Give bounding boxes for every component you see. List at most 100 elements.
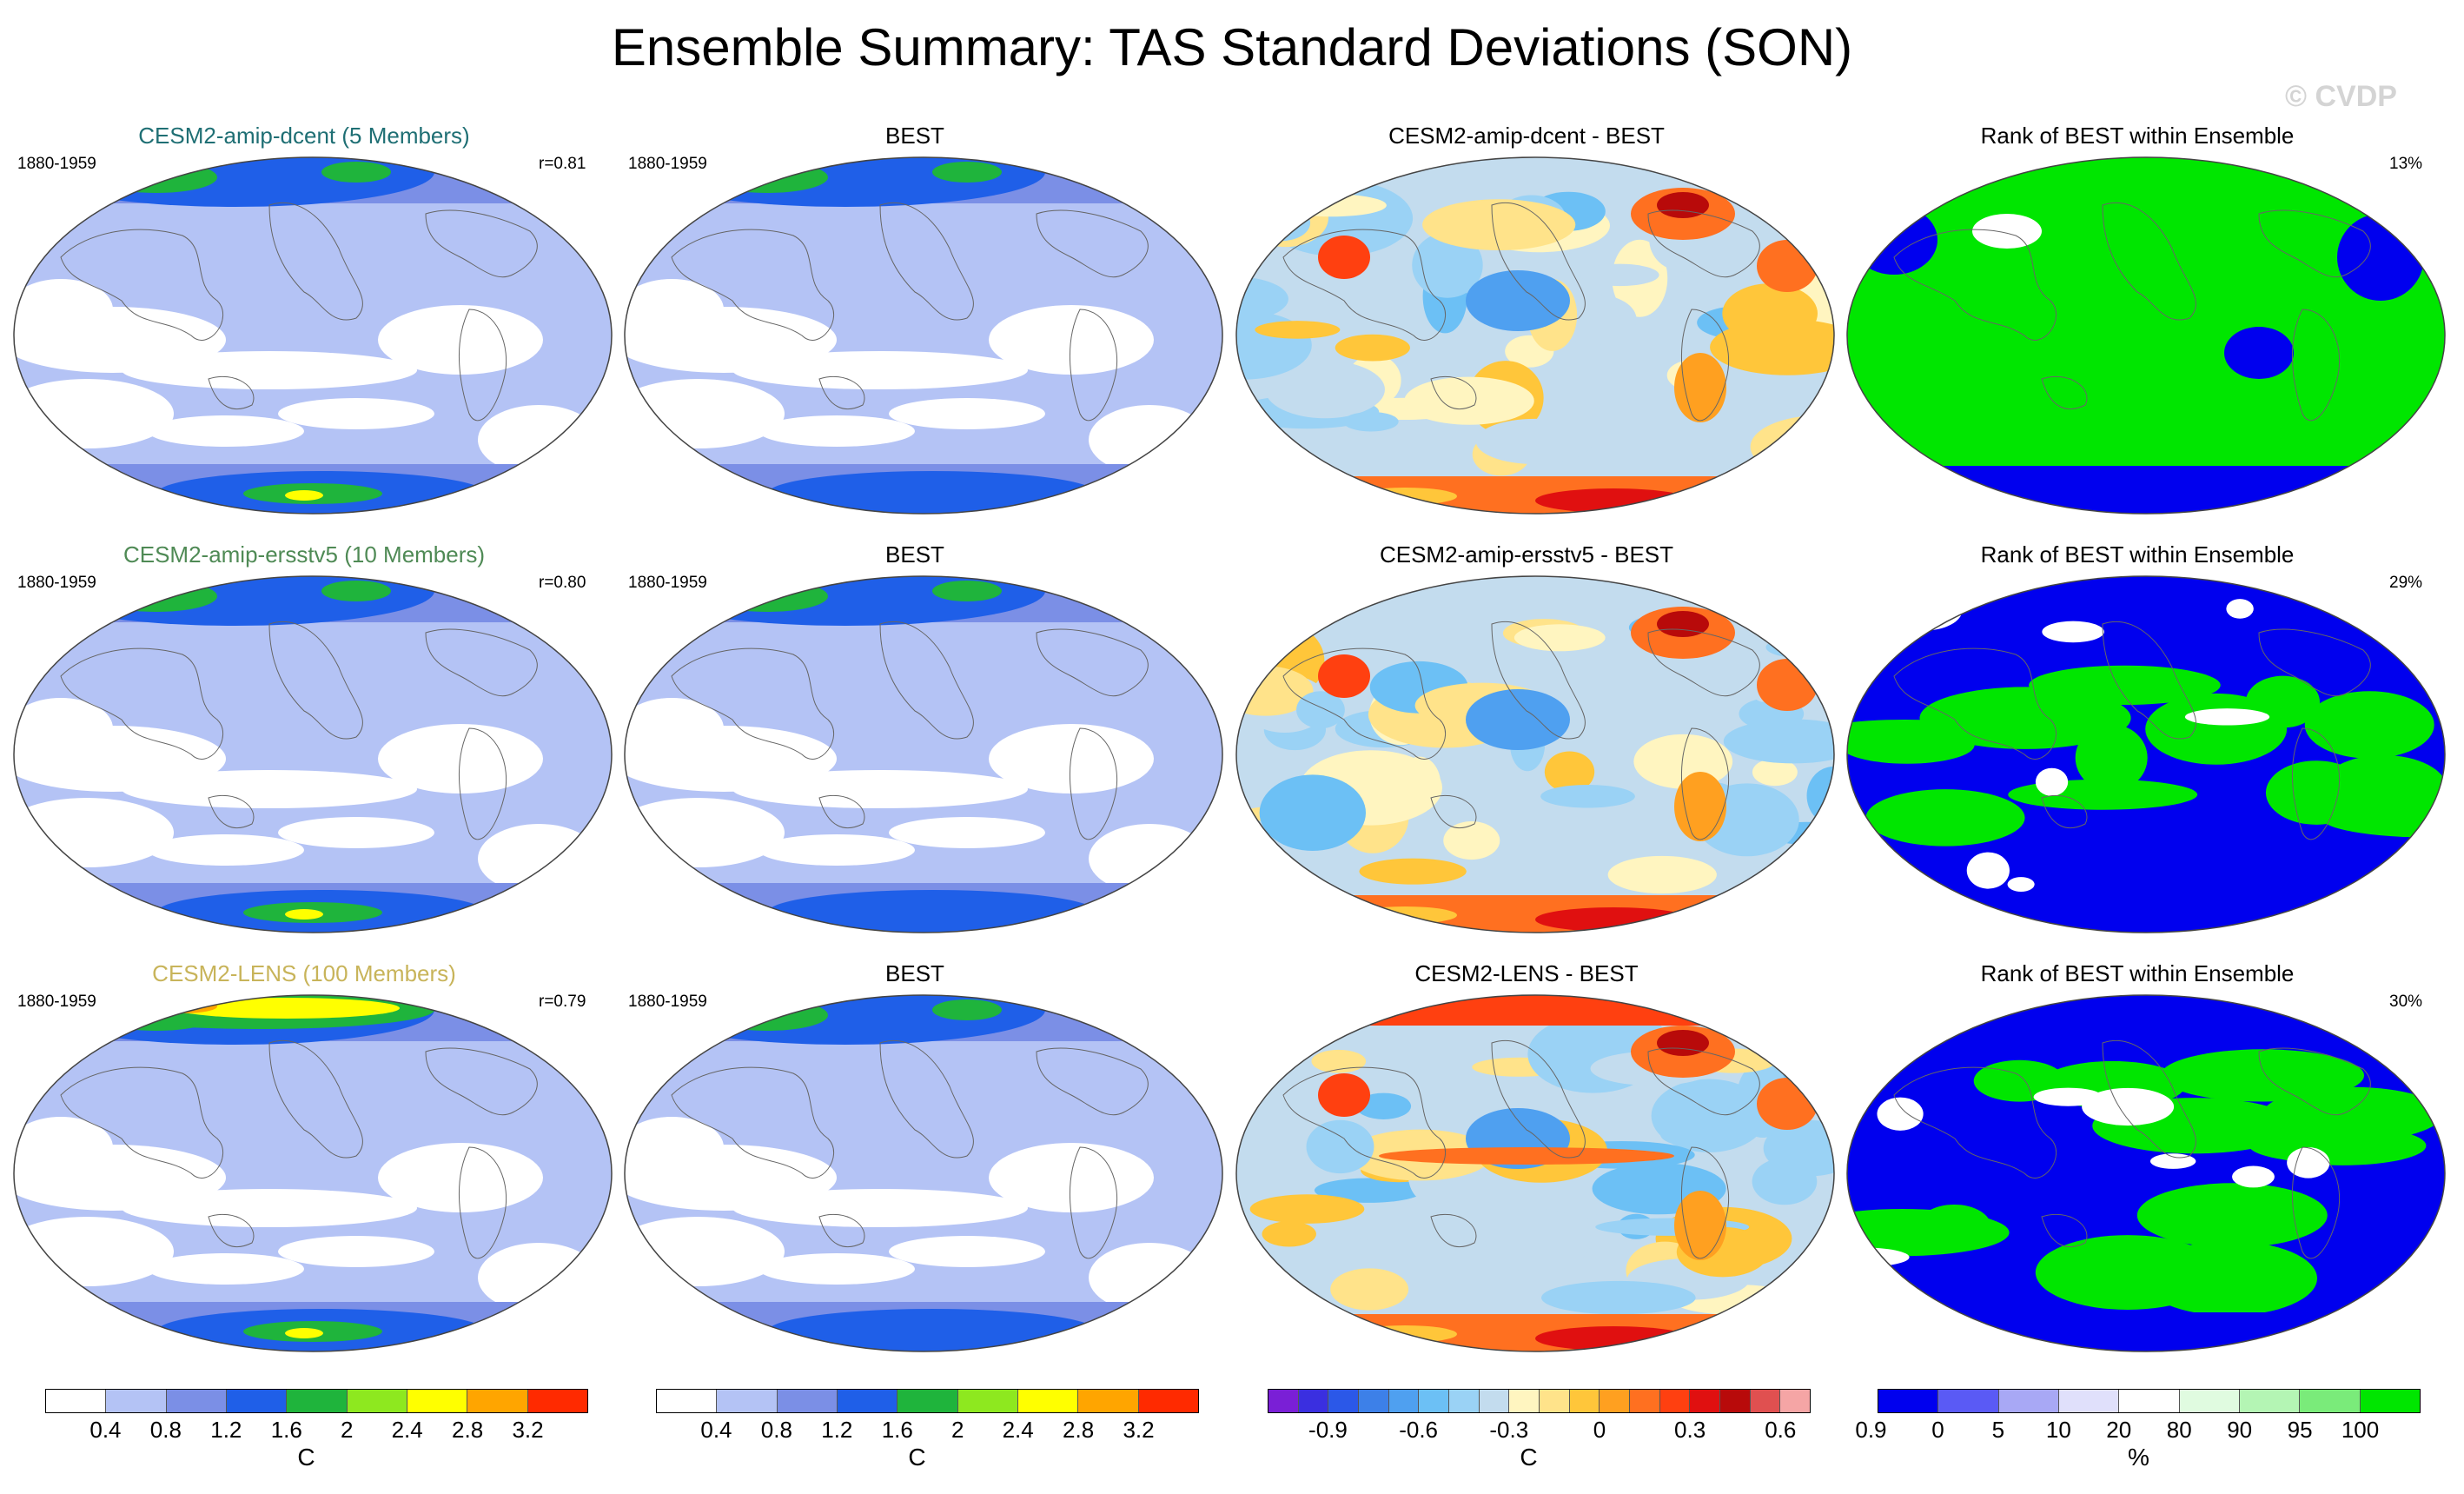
rank-mid-region: [2007, 877, 2035, 892]
map-field: [1847, 157, 2445, 514]
map-svg: [1846, 156, 2446, 515]
map-svg: [13, 575, 613, 933]
map-border: [1846, 156, 2446, 515]
extreme-variability-region: [174, 998, 400, 1019]
panel-title-std: CESM2-LENS (100 Members): [152, 960, 456, 986]
low-variability-region: [148, 834, 304, 866]
colorbar-tick: 0.8: [760, 1417, 792, 1443]
very-high-variability-region: [932, 999, 1002, 1020]
low-variability-region: [758, 834, 915, 866]
colorbar-tick: 0.4: [89, 1417, 122, 1443]
map-svg: [1235, 575, 1835, 933]
map-panel-rank: [1842, 153, 2450, 518]
colorbar-tick: 5: [1991, 1417, 2005, 1443]
map-field: [1847, 576, 2445, 933]
very-high-variability-region: [932, 581, 1002, 601]
panel-title-rank: Rank of BEST within Ensemble: [1980, 541, 2295, 568]
colorbar-tick: 0.9: [1855, 1417, 1887, 1443]
rank-percent-label: 29%: [2389, 574, 2423, 592]
colorbar-swatch: [1449, 1390, 1480, 1412]
map-field: [14, 995, 612, 1351]
map-panel-std: [9, 572, 617, 937]
colorbar-stddev-model: [45, 1389, 588, 1413]
panel-title-obs: BEST: [885, 960, 944, 986]
continent-outline: [60, 202, 538, 422]
continent-outline: [671, 621, 1149, 840]
map-border: [1235, 994, 1835, 1352]
map-field: [1236, 995, 1834, 1351]
positive-difference-region: [1757, 1078, 1818, 1130]
colorbar-swatch: [46, 1390, 107, 1412]
colorbar-swatch: [2360, 1390, 2420, 1412]
low-variability-region: [889, 817, 1045, 848]
difference-contour: [1343, 411, 1399, 432]
positive-difference-region: [1535, 1326, 1692, 1351]
difference-contour: [1252, 204, 1311, 242]
positive-difference-region: [1318, 236, 1370, 279]
colorbar-swatch: [1690, 1390, 1721, 1412]
map-svg: [1846, 575, 2446, 933]
negative-difference-region: [1466, 270, 1570, 331]
panel-title-diff: CESM2-amip-ersstv5 - BEST: [1379, 541, 1674, 568]
colorbar-rank: [1878, 1389, 2421, 1413]
colorbar-swatch: [2300, 1390, 2361, 1412]
positive-difference-region: [1236, 1314, 1834, 1351]
continent-outline: [1893, 1039, 2371, 1259]
difference-contour: [1443, 821, 1500, 860]
difference-contour: [1296, 691, 1345, 729]
map-svg: [624, 994, 1223, 1352]
map-svg: [624, 575, 1223, 933]
map-border: [1235, 575, 1835, 933]
colorbar-swatch: [1780, 1390, 1811, 1412]
positive-difference-region: [1674, 353, 1726, 422]
colorbar-difference: [1268, 1389, 1811, 1413]
low-variability-region: [278, 817, 434, 848]
colorbar-swatch: [467, 1390, 528, 1412]
map-border: [13, 156, 613, 515]
positive-difference-region: [1535, 907, 1692, 932]
map-svg: [13, 994, 613, 1352]
positive-difference-region: [1657, 192, 1709, 218]
colorbar-swatch: [1509, 1390, 1540, 1412]
rank-mid-region: [1877, 1022, 1958, 1038]
low-variability-region: [889, 398, 1045, 429]
negative-difference-region: [1466, 689, 1570, 750]
colorbar-tick: 1.6: [881, 1417, 913, 1443]
map-field: [1236, 576, 1834, 933]
low-variability-region: [732, 770, 1028, 808]
map-border: [1235, 156, 1835, 515]
positive-difference-region: [1657, 611, 1709, 637]
rank-high-region: [2259, 1125, 2427, 1165]
rank-mid-region: [2226, 599, 2254, 619]
low-variability-region: [14, 698, 113, 759]
colorbar-tick: -0.9: [1308, 1417, 1348, 1443]
map-svg: [1235, 156, 1835, 515]
colorbar-swatch: [166, 1390, 227, 1412]
rank-percent-label: 13%: [2389, 155, 2423, 173]
rank-high-region: [2035, 1235, 2220, 1310]
difference-contour: [1514, 624, 1606, 652]
correlation-label: r=0.79: [539, 993, 586, 1011]
low-variability-region: [732, 351, 1028, 389]
colorbar-tick: 80: [2166, 1417, 2192, 1443]
low-variability-region: [625, 1117, 724, 1178]
continent-outline: [1282, 202, 1760, 422]
colorbar-tick: 3.2: [512, 1417, 544, 1443]
colorbar-tick: -0.6: [1399, 1417, 1439, 1443]
colorbar-tick: 2.8: [452, 1417, 484, 1443]
map-border: [1846, 575, 2446, 933]
rank-high-region: [2304, 691, 2434, 759]
continent-outline: [1893, 202, 2371, 422]
difference-contour: [1710, 319, 1834, 375]
colorbar-swatch: [2119, 1390, 2180, 1412]
rank-mid-region: [2082, 1087, 2175, 1126]
difference-contour: [1752, 1158, 1818, 1205]
colorbar-swatch: [1419, 1390, 1450, 1412]
difference-contour: [1412, 232, 1483, 298]
rank-percent-label: 30%: [2389, 993, 2423, 1011]
map-panel-diff: [1231, 991, 1839, 1356]
low-variability-region: [148, 415, 304, 447]
panel-title-diff: CESM2-LENS - BEST: [1414, 960, 1639, 986]
map-panel-std: [9, 153, 617, 518]
rank-low-region: [1847, 893, 2445, 933]
